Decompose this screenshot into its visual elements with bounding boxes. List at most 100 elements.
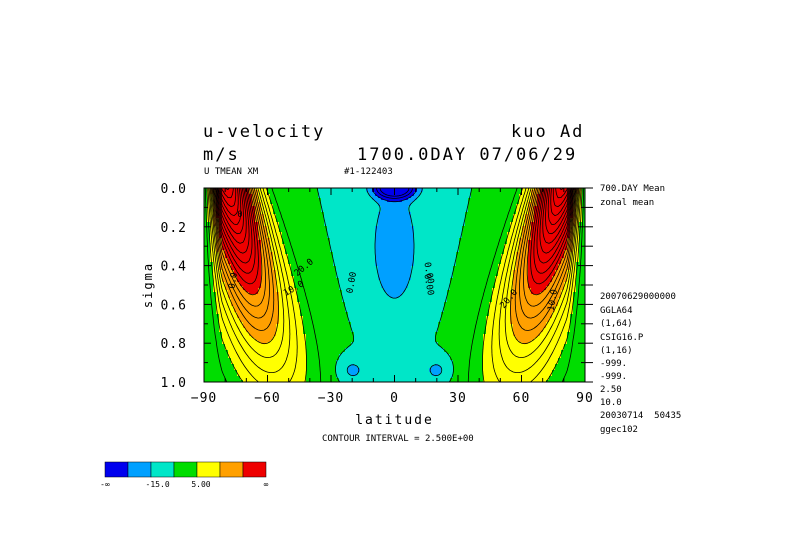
contour-cell [426,212,430,215]
contour-cell [528,230,532,233]
contour-cell [498,240,502,243]
contour-cell [435,218,439,221]
contour-cell [264,190,268,193]
contour-cell [336,208,340,211]
contour-cell [258,212,262,215]
contour-cell [507,208,511,211]
contour-cell [330,236,334,239]
contour-cell [471,200,475,203]
contour-cell [318,232,322,235]
contour-cell [324,222,328,225]
contour-cell [252,220,256,223]
contour-cell [387,212,391,215]
contour-cell [246,190,250,193]
contour-cell [501,206,505,209]
contour-cell [564,220,568,223]
contour-cell [414,210,418,213]
contour-cell [228,232,232,235]
contour-cell [378,214,382,217]
contour-cell [390,190,394,193]
contour-cell [528,218,532,221]
contour-cell [507,218,511,221]
contour-cell [309,204,313,207]
contour-cell [222,214,226,217]
contour-cell [558,240,562,243]
contour-cell [339,210,343,213]
contour-cell [498,218,502,221]
contour-cell [507,206,511,209]
contour-cell [420,220,424,223]
contour-cell [240,236,244,239]
contour-cell [441,216,445,219]
contour-cell [438,198,442,201]
contour-cell [237,230,241,233]
contour-cell [231,218,235,221]
contour-cell [558,200,562,203]
contour-cell [408,234,412,237]
contour-cell [516,190,520,193]
contour-cell [528,204,532,207]
contour-cell [216,222,220,225]
contour-cell [573,216,577,219]
contour-cell [492,196,496,199]
contour-cell [516,220,520,223]
contour-cell [549,216,553,219]
contour-cell [354,244,358,247]
contour-cell [402,206,406,209]
contour-cell [579,200,583,203]
contour-cell [378,200,382,203]
contour-cell [549,214,553,217]
contour-cell [444,218,448,221]
contour-cell [324,240,328,243]
contour-cell [285,238,289,241]
contour-cell [231,194,235,197]
contour-cell [246,222,250,225]
contour-cell [279,192,283,195]
contour-cell [276,228,280,231]
contour-cell [249,218,253,221]
contour-cell [486,212,490,215]
contour-cell [405,200,409,203]
contour-cell [477,222,481,225]
contour-cell [435,242,439,245]
contour-cell [267,232,271,235]
contour-cell [423,228,427,231]
contour-cell [483,228,487,231]
contour-cell [273,218,277,221]
contour-cell [330,190,334,193]
contour-cell [288,188,292,191]
contour-cell [543,218,547,221]
contour-cell [357,216,361,219]
contour-cell [342,204,346,207]
contour-cell [441,220,445,223]
contour-cell [438,188,442,191]
contour-cell [435,216,439,219]
contour-cell [438,190,442,193]
contour-cell [297,196,301,199]
contour-cell [363,192,367,195]
contour-cell [243,212,247,215]
contour-cell [297,192,301,195]
contour-cell [471,208,475,211]
contour-cell [390,222,394,225]
contour-cell [486,232,490,235]
contour-cell [348,212,352,215]
contour-cell [516,212,520,215]
contour-cell [417,230,421,233]
contour-cell [318,214,322,217]
contour-cell [486,210,490,213]
contour-cell [357,228,361,231]
contour-cell [411,206,415,209]
contour-cell [417,242,421,245]
contour-cell [246,206,250,209]
contour-cell [339,188,343,191]
contour-cell [354,224,358,227]
contour-cell [309,200,313,203]
contour-cell [342,240,346,243]
contour-cell [270,198,274,201]
contour-cell [408,190,412,193]
contour-cell [291,236,295,239]
contour-cell [312,240,316,243]
contour-cell [507,224,511,227]
contour-cell [363,204,367,207]
